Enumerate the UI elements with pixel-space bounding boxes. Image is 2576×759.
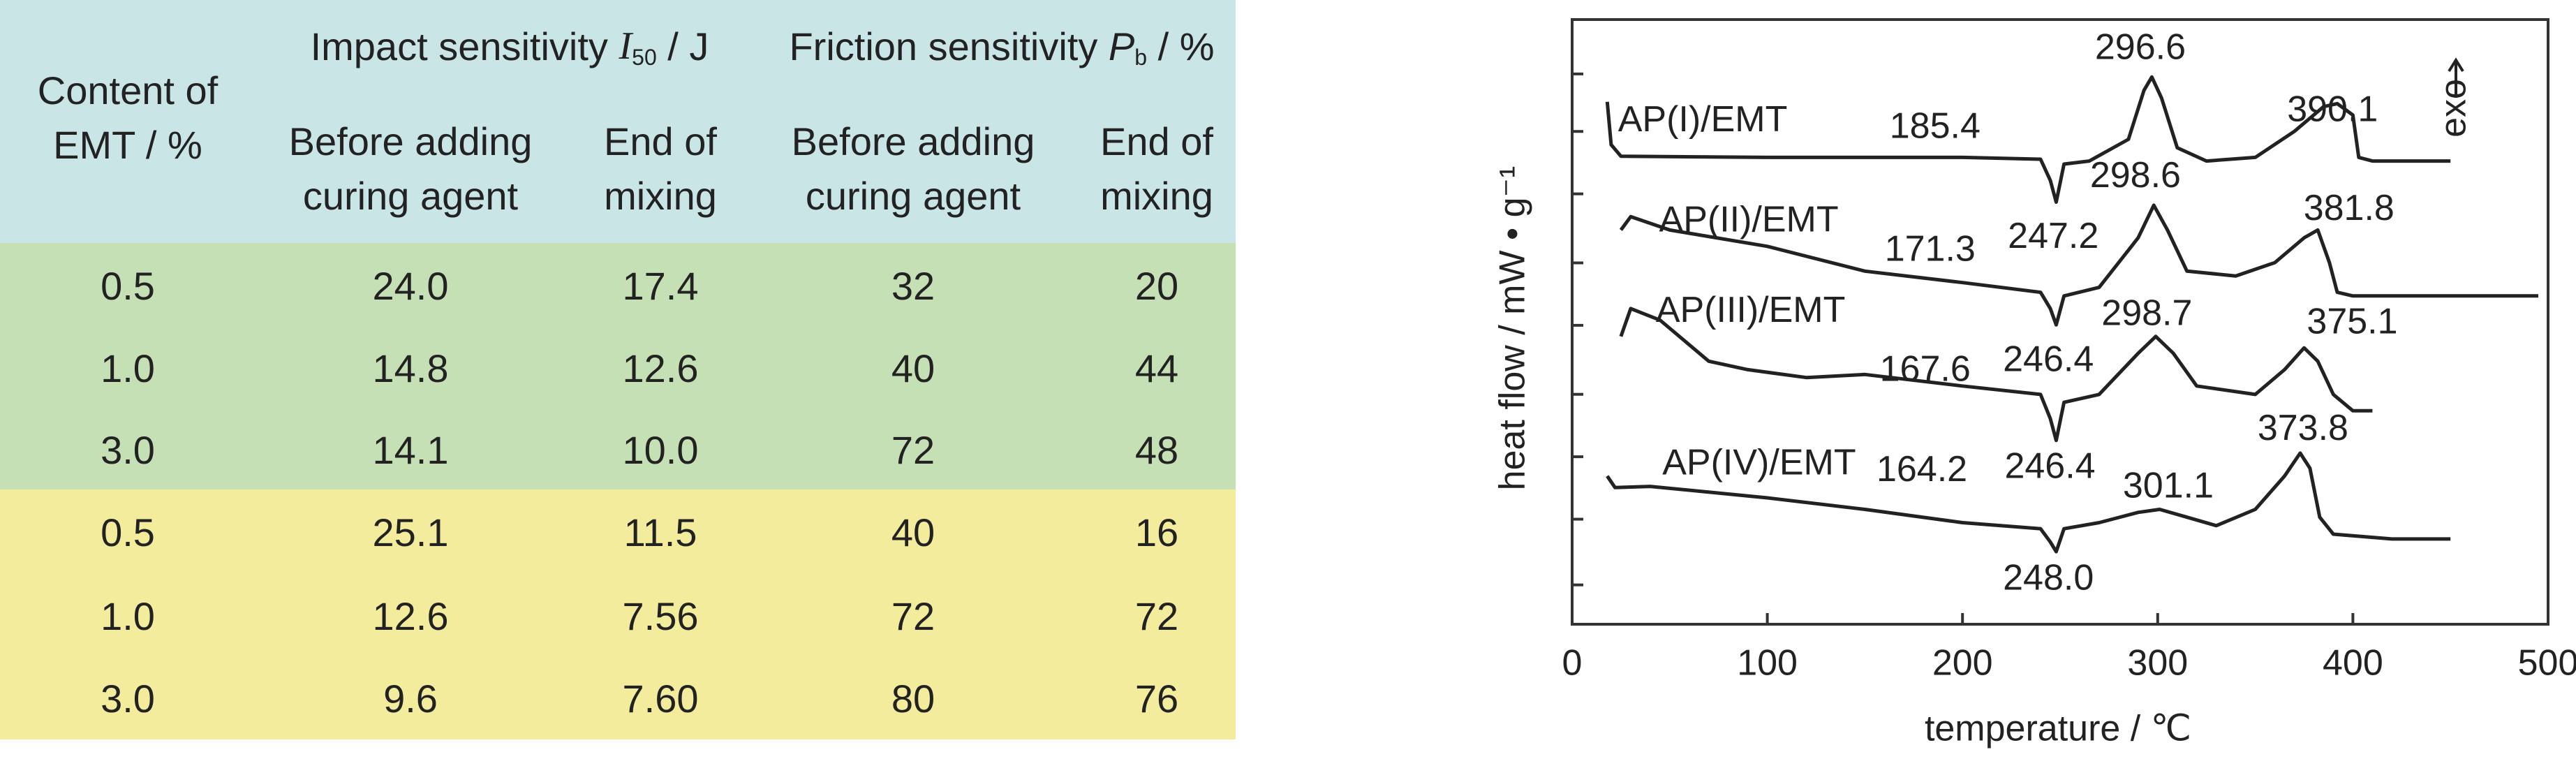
cell: 14.1 [373, 428, 449, 472]
cell: 25.1 [373, 510, 449, 554]
group-header: Impact sensitivity I50 / J [311, 24, 709, 71]
subheader-cell: Before adding [792, 119, 1035, 163]
plot-frame [1571, 18, 2549, 626]
series-label: AP(IV)/EMT [1662, 443, 1856, 483]
peak-label: 381.8 [2304, 188, 2394, 228]
peak-label: 246.4 [2003, 339, 2094, 379]
header-cell: Content of [38, 68, 219, 112]
x-tick-label: 300 [2127, 643, 2188, 684]
peak-label: 247.2 [2008, 216, 2098, 256]
cell: 16 [1135, 510, 1178, 554]
chart: temperature / ℃ heat flow / mW • g⁻¹ exo… [1493, 18, 2576, 749]
subheader-cell: curing agent [806, 174, 1021, 218]
cell: 24.0 [373, 264, 449, 308]
cell: 72 [891, 594, 935, 638]
x-tick-label: 400 [2323, 643, 2383, 684]
header-text: Friction sensitivity [789, 24, 1108, 68]
series-label: AP(II)/EMT [1659, 199, 1839, 240]
cell: 72 [1135, 594, 1178, 638]
y-axis-label: heat flow / mW • g⁻¹ [1493, 166, 1533, 491]
cell: 72 [891, 428, 935, 472]
unit: / % [1147, 24, 1214, 68]
cell: 11.5 [624, 510, 697, 554]
peak-label: 171.3 [1885, 229, 1976, 270]
cell: 3.0 [101, 428, 155, 472]
cell: 1.0 [101, 594, 155, 638]
group-header: Friction sensitivity Pb / % [789, 24, 1214, 71]
series-label: AP(I)/EMT [1618, 99, 1788, 140]
symbol: P [1109, 24, 1134, 68]
cell: 17.4 [623, 264, 699, 308]
x-tick-label: 500 [2518, 643, 2576, 684]
peak-label: 301.1 [2123, 466, 2214, 506]
cell: 40 [891, 346, 935, 390]
cell: 9.6 [383, 677, 438, 721]
peak-label: 296.6 [2095, 27, 2186, 67]
curve [1619, 203, 2538, 327]
cell: 1.0 [101, 346, 155, 390]
group-bg [0, 243, 1236, 489]
cell: 20 [1135, 264, 1178, 308]
peak-label: 185.4 [1890, 105, 1981, 146]
cell: 0.5 [101, 264, 155, 308]
header-bg [0, 0, 1236, 243]
exo-arrow [2448, 57, 2464, 98]
peak-label: 390.1 [2287, 89, 2378, 130]
series-label: AP(III)/EMT [1656, 290, 1846, 330]
curve [1619, 307, 2373, 443]
subscript: 50 [632, 45, 657, 70]
unit: / J [657, 24, 709, 68]
cell: 40 [891, 510, 935, 554]
cell: 7.60 [623, 677, 699, 721]
cell: 44 [1135, 346, 1178, 390]
peak-label: 298.7 [2101, 293, 2192, 334]
peak-label: 246.4 [2004, 445, 2095, 486]
subheader-cell: curing agent [303, 174, 519, 218]
cell: 48 [1135, 428, 1178, 472]
exo-label: exo [2434, 79, 2474, 138]
cell: 0.5 [101, 510, 155, 554]
peak-label: 373.8 [2258, 408, 2348, 448]
peak-label: 298.6 [2090, 155, 2181, 196]
cell: 32 [891, 264, 935, 308]
peak-label: 248.0 [2003, 557, 2094, 598]
x-axis-label: temperature / ℃ [1925, 709, 2191, 749]
subheader-cell: mixing [604, 174, 717, 218]
cell: 12.6 [623, 346, 699, 390]
subheader-cell: End of [604, 119, 717, 163]
cell: 80 [891, 677, 935, 721]
cell: 12.6 [373, 594, 449, 638]
group-bg [0, 489, 1236, 739]
subscript: b [1134, 45, 1147, 70]
x-tick-label: 100 [1737, 643, 1798, 684]
cell: 7.56 [623, 594, 699, 638]
subheader-cell: Before adding [289, 119, 533, 163]
subheader-cell: mixing [1100, 174, 1213, 218]
header-cell: EMT / % [53, 123, 202, 167]
cell: 14.8 [373, 346, 449, 390]
cell: 10.0 [623, 428, 699, 472]
peak-label: 167.6 [1880, 349, 1971, 390]
symbol: I [618, 24, 633, 68]
subheader-cell: End of [1100, 119, 1213, 163]
cell: 76 [1135, 677, 1178, 721]
x-tick-label: 200 [1932, 643, 1993, 684]
header-text: Impact sensitivity [311, 24, 619, 68]
table: Content of EMT / % Impact sensitivity I5… [0, 0, 1236, 739]
cell: 3.0 [101, 677, 155, 721]
peak-label: 164.2 [1877, 449, 1967, 489]
x-tick-label: 0 [1562, 643, 1583, 684]
curve [1605, 75, 2451, 204]
peak-label: 375.1 [2307, 301, 2397, 341]
curve [1606, 451, 2451, 554]
